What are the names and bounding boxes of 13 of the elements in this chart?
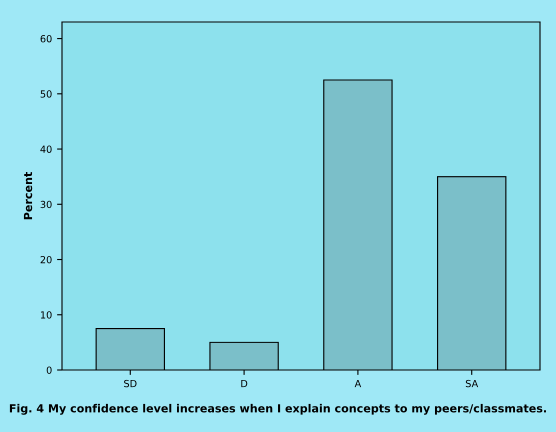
y-tick-label: 0 [46, 366, 52, 374]
y-tick-label: 60 [40, 35, 52, 42]
x-tick-label: SA [466, 380, 478, 388]
x-tick-label: SD [124, 380, 137, 388]
x-tick-label: A [354, 380, 362, 388]
y-tick-label: 50 [40, 90, 52, 98]
y-tick-label: 20 [40, 256, 52, 264]
y-tick-label: 10 [40, 311, 52, 319]
y-tick-label: 30 [40, 200, 52, 208]
y-tick-label: 40 [40, 146, 52, 153]
x-tick-label: D [241, 380, 248, 388]
caption: Fig. 4 My confidence level increases when I explain concepts to my peers/classmates. [10, 404, 546, 415]
y-axis-title: Percent [24, 172, 32, 220]
